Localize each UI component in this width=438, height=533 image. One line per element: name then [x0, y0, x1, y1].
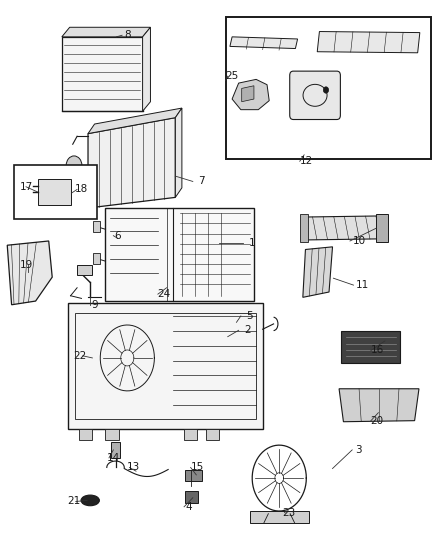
Circle shape [109, 228, 127, 249]
Polygon shape [143, 27, 150, 111]
Text: 3: 3 [355, 445, 362, 455]
Bar [77, 265, 92, 275]
Bar [185, 491, 198, 503]
Polygon shape [175, 108, 182, 197]
Circle shape [113, 233, 122, 244]
Text: 15: 15 [191, 463, 204, 472]
Polygon shape [302, 216, 381, 240]
Bar [226, 17, 431, 159]
Text: 14: 14 [107, 453, 120, 463]
FancyBboxPatch shape [290, 71, 340, 119]
Text: 1: 1 [248, 238, 255, 247]
Text: 13: 13 [127, 463, 141, 472]
Circle shape [195, 216, 204, 227]
Text: 22: 22 [74, 351, 87, 361]
Circle shape [180, 216, 188, 227]
Text: 6: 6 [114, 231, 121, 241]
Text: 11: 11 [356, 280, 369, 290]
Bar [341, 332, 400, 364]
Text: 9: 9 [91, 300, 98, 310]
Polygon shape [62, 27, 150, 37]
Bar [75, 313, 256, 418]
Circle shape [95, 356, 100, 361]
Bar [250, 511, 308, 523]
Ellipse shape [81, 495, 99, 506]
Circle shape [323, 87, 328, 93]
Text: 16: 16 [371, 345, 384, 356]
Polygon shape [230, 37, 297, 49]
Bar [93, 221, 100, 232]
Bar [38, 179, 71, 205]
Text: 7: 7 [198, 176, 205, 187]
Polygon shape [317, 31, 420, 53]
Text: 4: 4 [185, 502, 192, 512]
Text: 19: 19 [20, 260, 34, 270]
Polygon shape [7, 241, 52, 305]
Bar [62, 37, 143, 111]
Text: 10: 10 [353, 236, 366, 246]
Bar [93, 253, 100, 264]
Text: 5: 5 [246, 311, 253, 321]
Text: 25: 25 [226, 71, 239, 81]
Text: 17: 17 [20, 182, 34, 192]
Bar [111, 442, 120, 458]
Text: 24: 24 [157, 289, 170, 299]
Bar [206, 429, 219, 440]
Circle shape [66, 156, 82, 175]
Polygon shape [242, 86, 254, 102]
Text: 23: 23 [282, 507, 296, 518]
Text: 18: 18 [75, 184, 88, 195]
Bar [14, 165, 97, 219]
Bar [106, 429, 119, 440]
Text: 12: 12 [300, 156, 313, 166]
Circle shape [210, 216, 219, 227]
Bar [184, 429, 197, 440]
Bar [300, 214, 308, 242]
Text: 8: 8 [124, 30, 131, 41]
Text: 20: 20 [371, 416, 384, 426]
Circle shape [91, 350, 105, 367]
Polygon shape [88, 118, 175, 208]
Bar [68, 303, 263, 429]
Polygon shape [232, 79, 269, 110]
Text: 21: 21 [67, 496, 81, 506]
Circle shape [73, 190, 77, 196]
Bar [185, 470, 201, 481]
Bar [376, 214, 389, 242]
Polygon shape [339, 389, 419, 422]
Bar [106, 208, 254, 301]
Polygon shape [303, 247, 332, 297]
Polygon shape [88, 108, 182, 134]
Text: 2: 2 [244, 325, 251, 335]
Circle shape [71, 181, 78, 190]
Bar [79, 429, 92, 440]
Circle shape [226, 216, 234, 227]
